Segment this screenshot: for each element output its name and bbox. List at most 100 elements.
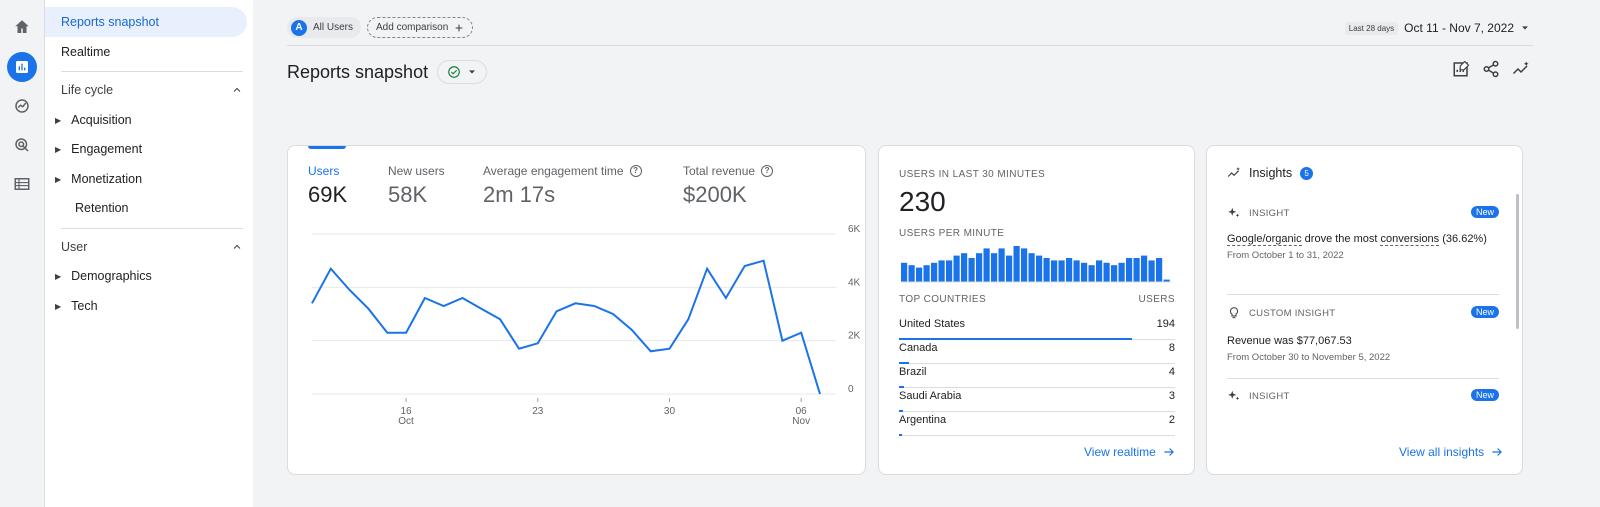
- arrow-right-icon: [1492, 448, 1503, 456]
- view-all-insights-link[interactable]: View all insights: [1399, 445, 1504, 459]
- country-users: 3: [1168, 390, 1175, 402]
- sidebar-item-tech[interactable]: ▶ Tech: [45, 291, 98, 321]
- plus-icon: [455, 24, 463, 31]
- caret-right-icon: ▶: [55, 115, 62, 125]
- y-tick-label: 4K: [848, 277, 861, 288]
- per-minute-bar: [1148, 260, 1155, 282]
- country-name: United States: [899, 318, 966, 330]
- per-minute-bar: [961, 253, 968, 282]
- reports-icon[interactable]: [7, 52, 37, 82]
- active-tab-indicator: [308, 146, 346, 149]
- metric-value: 69K: [308, 182, 348, 207]
- new-badge: New: [1470, 389, 1499, 401]
- insight-dimension[interactable]: Google/organic: [1227, 233, 1302, 246]
- status-dropdown[interactable]: [437, 60, 487, 84]
- country-name: Argentina: [899, 414, 947, 426]
- sidebar-item-acquisition[interactable]: ▶ Acquisition: [45, 105, 132, 135]
- country-share-bar: [899, 338, 1132, 340]
- date-range-picker[interactable]: Last 28 days Oct 11 - Nov 7, 2022: [1344, 21, 1530, 35]
- sidebar-item-label: Realtime: [61, 45, 111, 59]
- section-user[interactable]: User: [61, 240, 243, 254]
- chevron-up-icon: [233, 87, 241, 92]
- sidebar-item-label: Reports snapshot: [61, 15, 159, 29]
- metric-users[interactable]: Users 69K: [308, 164, 347, 208]
- realtime-value: 230: [899, 186, 946, 217]
- sidebar-item-demographics[interactable]: ▶ Demographics: [45, 261, 152, 291]
- divider: [61, 71, 243, 72]
- view-realtime-link[interactable]: View realtime: [1084, 445, 1176, 459]
- country-row[interactable]: Canada 8: [899, 340, 1175, 364]
- help-icon[interactable]: ?: [761, 165, 774, 177]
- per-minute-bar: [976, 253, 983, 282]
- per-minute-bar: [908, 265, 915, 282]
- per-minute-bar: [1118, 262, 1125, 282]
- page-title: Reports snapshot: [287, 62, 429, 82]
- insight-item[interactable]: CUSTOM INSIGHT New Revenue was $77,067.5…: [1227, 306, 1499, 363]
- country-name: Brazil: [899, 366, 927, 378]
- country-users: 8: [1168, 342, 1175, 354]
- country-share-bar: [899, 410, 903, 412]
- metric-new-users[interactable]: New users 58K: [388, 164, 445, 208]
- metric-total-revenue[interactable]: Total revenue? $200K: [683, 164, 774, 208]
- dropdown-arrow-icon: [469, 70, 475, 74]
- insight-text: Google/organic drove the most conversion…: [1227, 232, 1499, 247]
- chevron-up-icon: [233, 244, 241, 249]
- per-minute-bar: [1028, 253, 1035, 282]
- page-actions: [1452, 60, 1530, 78]
- caret-right-icon: ▶: [55, 174, 62, 184]
- x-tick-label: 23: [532, 406, 544, 417]
- lightbulb-icon: [1229, 307, 1239, 319]
- country-row[interactable]: United States 194: [899, 316, 1175, 340]
- insight-item[interactable]: INSIGHT New Google/organic drove the mos…: [1227, 206, 1499, 261]
- sidebar-item-reports-snapshot[interactable]: Reports snapshot: [45, 7, 247, 37]
- explore-icon[interactable]: [7, 91, 37, 121]
- divider: [61, 228, 243, 229]
- per-minute-bar: [1088, 265, 1095, 282]
- caret-right-icon: ▶: [55, 144, 62, 154]
- sidebar-item-realtime[interactable]: Realtime: [45, 37, 110, 67]
- sidebar-item-label: Engagement: [71, 142, 143, 156]
- country-row[interactable]: Saudi Arabia 3: [899, 388, 1175, 412]
- per-minute-bar: [983, 248, 990, 282]
- country-row[interactable]: Brazil 4: [899, 364, 1175, 388]
- segment-chip[interactable]: A All Users: [287, 17, 362, 38]
- scrollbar[interactable]: [1516, 194, 1519, 329]
- insight-metric[interactable]: conversions: [1380, 233, 1440, 246]
- country-share-bar: [899, 434, 902, 436]
- metric-label: Total revenue: [683, 164, 756, 178]
- sidebar-item-engagement[interactable]: ▶ Engagement: [45, 134, 142, 164]
- insight-type: INSIGHT: [1249, 390, 1290, 402]
- advertising-icon[interactable]: [7, 130, 37, 160]
- country-row[interactable]: Argentina 2: [899, 412, 1175, 436]
- metric-avg-engagement[interactable]: Average engagement time? 2m 17s: [483, 164, 642, 208]
- section-title: User: [61, 240, 88, 254]
- per-minute-bar: [1051, 260, 1058, 282]
- per-minute-bar: [1066, 258, 1073, 282]
- help-icon[interactable]: ?: [629, 165, 642, 177]
- insight-date: From October 30 to November 5, 2022: [1227, 352, 1391, 363]
- insight-item[interactable]: INSIGHT New: [1227, 389, 1499, 403]
- share-icon[interactable]: [1482, 60, 1500, 78]
- country-name: Saudi Arabia: [899, 390, 962, 402]
- insight-type: INSIGHT: [1249, 207, 1290, 219]
- per-minute-bar: [923, 265, 930, 282]
- divider: [1227, 378, 1499, 379]
- add-comparison-button[interactable]: Add comparison: [367, 17, 474, 38]
- insights-title: Insights: [1249, 166, 1293, 180]
- insights-card: Insights 5 INSIGHT New Google/organic dr…: [1206, 145, 1523, 475]
- sidebar-item-label: Acquisition: [71, 113, 132, 127]
- configure-icon[interactable]: [7, 169, 37, 199]
- per-minute-bar: [1073, 260, 1080, 282]
- segment-avatar: A: [291, 19, 307, 36]
- sidebar-item-monetization[interactable]: ▶ Monetization: [45, 164, 142, 194]
- insights-header: Insights 5: [1227, 166, 1314, 180]
- home-icon[interactable]: [7, 12, 37, 42]
- per-minute-bar: [1163, 279, 1170, 282]
- sidebar-item-retention[interactable]: Retention: [45, 193, 129, 223]
- insights-icon[interactable]: [1512, 60, 1530, 78]
- customize-report-icon[interactable]: [1452, 60, 1470, 78]
- per-minute-bar: [1096, 260, 1103, 282]
- per-minute-bar: [968, 258, 975, 282]
- section-lifecycle[interactable]: Life cycle: [61, 83, 243, 97]
- divider: [287, 45, 1533, 46]
